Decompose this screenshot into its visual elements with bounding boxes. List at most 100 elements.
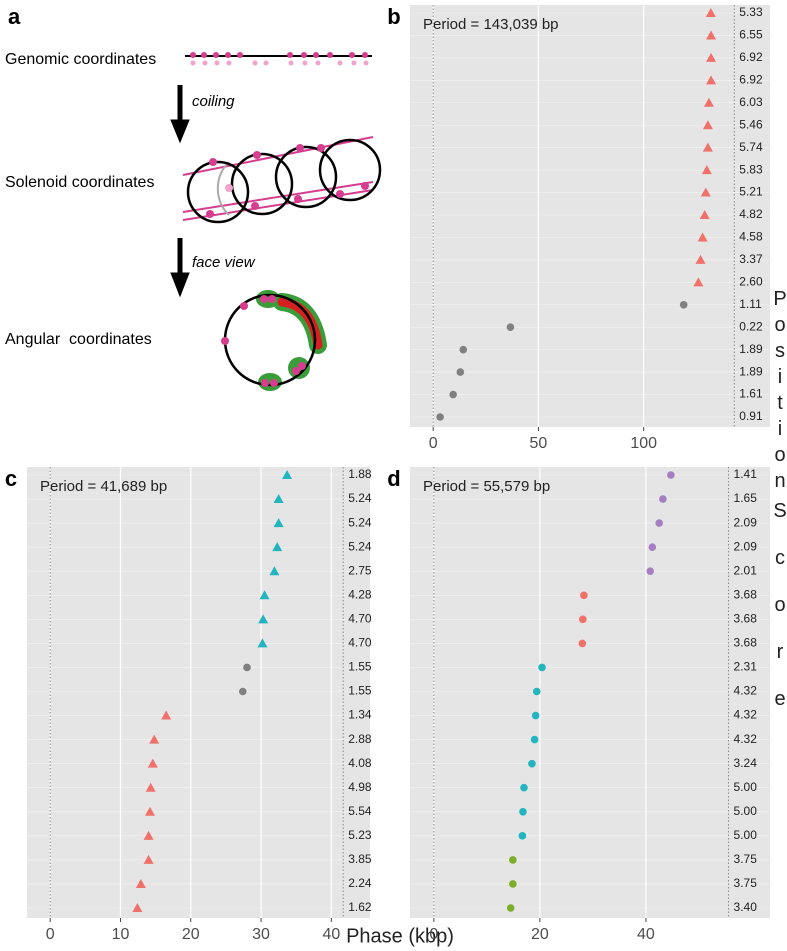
- annotation: Period = 41,689 bp: [40, 478, 167, 495]
- x-tick-label: 0: [46, 926, 55, 943]
- score-label: 5.83: [739, 162, 763, 176]
- score-label: 2.09: [734, 515, 758, 529]
- score-label: 3.85: [348, 852, 372, 866]
- point: [272, 542, 283, 552]
- score-label: 3.68: [734, 587, 758, 601]
- score-label: 1.61: [739, 387, 763, 401]
- point: [703, 97, 714, 107]
- point: [699, 210, 710, 219]
- score-label: 1.11: [739, 297, 762, 311]
- arrow-label: coiling: [192, 93, 235, 110]
- x-tick-label: 0: [429, 435, 438, 452]
- row-label: Angular coordinates: [5, 331, 152, 348]
- point: [693, 277, 704, 287]
- score-label: 1.89: [739, 342, 763, 356]
- point: [509, 856, 517, 864]
- point: [700, 187, 711, 197]
- point: [528, 759, 536, 768]
- score-label: 6.55: [739, 28, 763, 42]
- score-label: 6.92: [739, 73, 763, 87]
- score-label: 0.91: [739, 409, 763, 423]
- x-tick-label: 50: [530, 435, 548, 452]
- point: [655, 519, 663, 527]
- x-tick-label: 30: [252, 926, 270, 943]
- score-label: 2.24: [348, 876, 372, 890]
- point: [506, 323, 515, 332]
- score-label: 4.70: [348, 612, 372, 626]
- point: [538, 663, 546, 672]
- score-label: 3.75: [734, 852, 758, 866]
- plot-background: [410, 5, 770, 427]
- point: [578, 639, 587, 648]
- score-label: 5.24: [348, 491, 372, 505]
- angular-ring: [221, 290, 327, 391]
- score-label: 1.34: [348, 708, 372, 722]
- score-label: 5.23: [348, 828, 372, 842]
- score-label: 1.55: [348, 684, 372, 698]
- point: [145, 806, 156, 816]
- score-label: 5.00: [734, 780, 758, 794]
- solenoid: [182, 136, 382, 224]
- score-label: 4.32: [734, 708, 758, 722]
- score-label: 2.09: [734, 539, 758, 553]
- score-label: 1.65: [734, 491, 758, 505]
- score-label: 4.28: [348, 587, 372, 601]
- point: [695, 254, 706, 264]
- score-label: 2.88: [348, 732, 372, 746]
- point: [145, 782, 156, 792]
- point: [697, 232, 708, 242]
- point: [456, 368, 465, 376]
- score-label: 5.00: [734, 828, 758, 842]
- score-label: 3.75: [734, 876, 758, 890]
- score-label: 1.89: [739, 364, 763, 378]
- point: [132, 903, 143, 912]
- score-label: 3.68: [734, 636, 758, 650]
- point: [706, 52, 717, 62]
- panel-letter: b: [387, 4, 400, 29]
- panel-letter: a: [8, 4, 21, 29]
- point: [519, 807, 527, 816]
- score-label: 4.32: [734, 732, 758, 746]
- annotation: Period = 55,579 bp: [423, 478, 550, 495]
- point: [520, 783, 528, 792]
- score-label: 5.24: [348, 539, 372, 553]
- plot-background: [410, 467, 770, 918]
- x-axis-title: Phase (kbp): [346, 925, 454, 947]
- score-label: 2.31: [734, 660, 758, 674]
- score-label: 2.01: [734, 563, 758, 577]
- score-label: 6.92: [739, 50, 763, 64]
- x-tick-label: 100: [630, 435, 657, 452]
- score-label: 5.54: [348, 804, 372, 818]
- panel-a: a Genomic coordinates Solenoid coordinat…: [5, 4, 382, 391]
- point: [531, 711, 540, 720]
- score-label: 5.00: [734, 804, 758, 818]
- score-label: 2.60: [739, 275, 763, 289]
- point: [143, 830, 154, 840]
- point: [646, 567, 654, 576]
- point: [269, 566, 280, 576]
- point: [449, 390, 457, 399]
- point: [273, 494, 284, 504]
- x-tick-label: 40: [322, 926, 340, 943]
- point: [149, 734, 160, 744]
- point: [143, 854, 154, 864]
- score-label: 5.74: [739, 140, 763, 154]
- score-label: 2.75: [348, 563, 372, 577]
- point: [509, 880, 517, 888]
- x-tick-label: 20: [182, 926, 200, 943]
- score-label: 5.33: [739, 5, 763, 19]
- point: [701, 165, 712, 175]
- score-label: 1.62: [348, 900, 372, 914]
- score-label: 4.70: [348, 636, 372, 650]
- point: [257, 638, 268, 648]
- point: [580, 591, 588, 600]
- row-label: Genomic coordinates: [5, 51, 156, 68]
- point: [273, 518, 284, 528]
- point: [243, 663, 251, 672]
- y2-axis-title: Score: [769, 500, 787, 735]
- score-label: 4.08: [348, 756, 372, 770]
- point: [648, 543, 657, 551]
- point: [532, 687, 541, 696]
- x-tick-label: 20: [531, 926, 549, 943]
